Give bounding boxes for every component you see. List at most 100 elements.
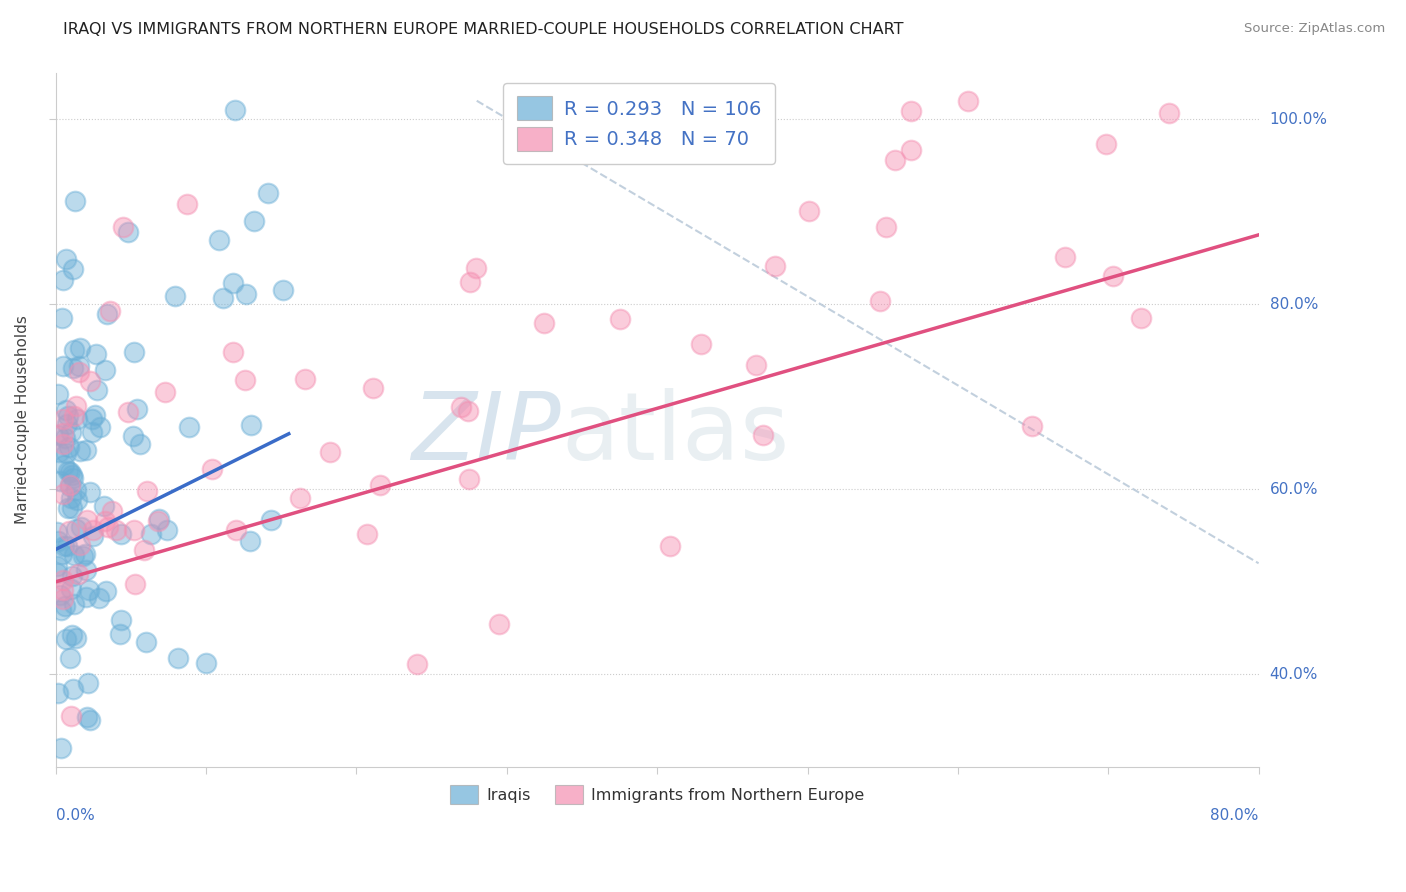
- Point: [59, 582, 82, 596]
- Point: [1130, 310, 1153, 325]
- Point: [869, 293, 891, 308]
- Point: [53, 539, 76, 553]
- Point: [1095, 136, 1118, 151]
- Point: [122, 344, 145, 359]
- Point: [1102, 269, 1125, 284]
- Point: [239, 534, 262, 549]
- Point: [55, 446, 77, 460]
- Point: [257, 186, 280, 200]
- Point: [62, 261, 84, 276]
- Point: [76, 710, 98, 724]
- Point: [290, 491, 312, 505]
- Point: [62, 471, 84, 485]
- Point: [93, 499, 115, 513]
- Point: [101, 504, 124, 518]
- Point: [368, 478, 391, 492]
- Point: [108, 626, 131, 640]
- Point: [46, 559, 69, 574]
- Text: IRAQI VS IMMIGRANTS FROM NORTHERN EUROPE MARRIED-COUPLE HOUSEHOLDS CORRELATION C: IRAQI VS IMMIGRANTS FROM NORTHERN EUROPE…: [63, 22, 904, 37]
- Point: [59, 478, 82, 492]
- Point: [66, 411, 89, 425]
- Point: [195, 656, 218, 670]
- Point: [450, 400, 472, 414]
- Point: [58, 441, 80, 455]
- Point: [609, 312, 631, 326]
- Point: [294, 372, 316, 386]
- Point: [457, 404, 479, 418]
- Point: [235, 287, 257, 301]
- Point: [60, 491, 83, 505]
- Point: [60, 709, 83, 723]
- Point: [356, 527, 378, 541]
- Point: [104, 523, 127, 537]
- Point: [585, 116, 607, 130]
- Point: [1159, 106, 1181, 120]
- Point: [146, 514, 169, 528]
- Point: [52, 412, 75, 426]
- Point: [52, 574, 75, 588]
- Point: [48, 475, 70, 489]
- Point: [148, 512, 170, 526]
- Point: [79, 713, 101, 727]
- Point: [56, 417, 79, 431]
- Point: [222, 345, 245, 359]
- Point: [46, 524, 69, 539]
- Point: [48, 588, 70, 602]
- Point: [46, 566, 69, 581]
- Point: [82, 523, 104, 537]
- Point: [65, 632, 87, 646]
- Point: [49, 603, 72, 617]
- Point: [73, 547, 96, 561]
- Point: [46, 534, 69, 549]
- Point: [156, 523, 179, 537]
- Point: [59, 465, 82, 479]
- Point: [59, 651, 82, 665]
- Point: [63, 548, 86, 562]
- Point: [141, 527, 163, 541]
- Text: Source: ZipAtlas.com: Source: ZipAtlas.com: [1244, 22, 1385, 36]
- Point: [58, 409, 80, 423]
- Point: [136, 483, 159, 498]
- Point: [96, 307, 118, 321]
- Point: [117, 405, 139, 419]
- Point: [176, 197, 198, 211]
- Point: [82, 528, 104, 542]
- Point: [124, 524, 146, 538]
- Point: [122, 428, 145, 442]
- Point: [55, 403, 77, 417]
- Y-axis label: Married-couple Households: Married-couple Households: [15, 316, 30, 524]
- Point: [744, 358, 766, 372]
- Point: [55, 632, 77, 646]
- Point: [60, 628, 83, 642]
- Point: [1053, 250, 1076, 264]
- Point: [65, 492, 87, 507]
- Point: [201, 462, 224, 476]
- Point: [488, 617, 510, 632]
- Point: [53, 458, 76, 472]
- Point: [69, 538, 91, 552]
- Legend: Iraqis, Immigrants from Northern Europe: Iraqis, Immigrants from Northern Europe: [443, 779, 872, 811]
- Point: [94, 584, 117, 599]
- Point: [533, 316, 555, 330]
- Point: [690, 336, 713, 351]
- Point: [76, 513, 98, 527]
- Point: [112, 220, 135, 235]
- Point: [797, 204, 820, 219]
- Point: [75, 563, 97, 577]
- Point: [153, 384, 176, 399]
- Point: [318, 444, 340, 458]
- Point: [212, 291, 235, 305]
- Point: [94, 363, 117, 377]
- Point: [56, 501, 79, 516]
- Text: 80.0%: 80.0%: [1270, 297, 1317, 312]
- Point: [60, 500, 83, 515]
- Point: [52, 425, 75, 440]
- Point: [271, 284, 294, 298]
- Point: [62, 361, 84, 376]
- Point: [1021, 418, 1043, 433]
- Point: [89, 419, 111, 434]
- Point: [79, 484, 101, 499]
- Point: [458, 275, 481, 289]
- Point: [221, 276, 243, 290]
- Point: [52, 582, 75, 597]
